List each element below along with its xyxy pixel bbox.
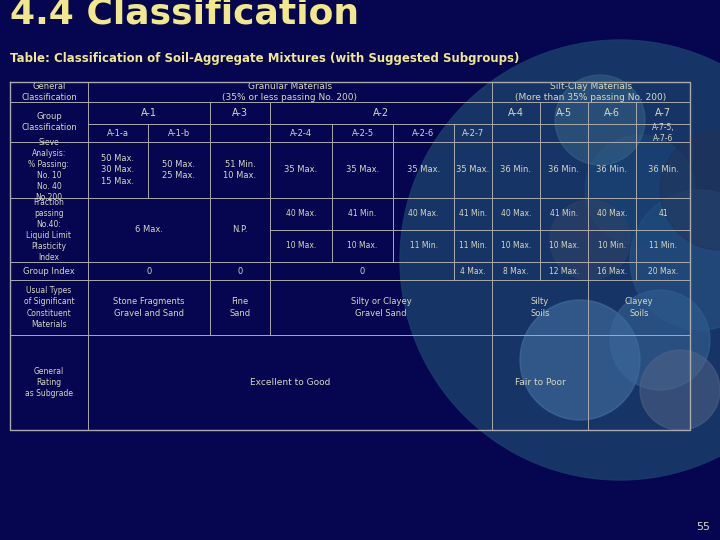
Text: A-1: A-1 <box>141 108 157 118</box>
Text: 11 Min.: 11 Min. <box>459 241 487 251</box>
Text: A-1-b: A-1-b <box>168 129 190 138</box>
Text: 36 Min.: 36 Min. <box>647 165 678 174</box>
Text: A-2: A-2 <box>373 108 389 118</box>
Text: 50 Max.
30 Max.
15 Max.: 50 Max. 30 Max. 15 Max. <box>102 154 135 186</box>
Text: 36 Min.: 36 Min. <box>596 165 628 174</box>
Text: 10 Max.: 10 Max. <box>549 241 579 251</box>
Text: A-7: A-7 <box>655 108 671 118</box>
Text: 11 Min.: 11 Min. <box>649 241 677 251</box>
Text: 6 Max.: 6 Max. <box>135 226 163 234</box>
Text: Silty
Soils: Silty Soils <box>530 298 550 318</box>
Circle shape <box>630 190 720 330</box>
Text: 40 Max.: 40 Max. <box>286 210 316 219</box>
Text: 8 Max.: 8 Max. <box>503 267 528 275</box>
Circle shape <box>585 135 695 245</box>
Text: 36 Min.: 36 Min. <box>549 165 580 174</box>
Text: 41: 41 <box>658 210 668 219</box>
Text: Clayey
Soils: Clayey Soils <box>625 298 653 318</box>
Text: 55: 55 <box>696 522 710 532</box>
Text: Table: Classification of Soil-Aggregate Mixtures (with Suggested Subgroups): Table: Classification of Soil-Aggregate … <box>10 52 519 65</box>
Circle shape <box>610 290 710 390</box>
Text: Group Index: Group Index <box>23 267 75 275</box>
Text: A-4: A-4 <box>508 108 524 118</box>
Text: A-5: A-5 <box>556 108 572 118</box>
Text: A-2-5: A-2-5 <box>351 129 374 138</box>
Text: 41 Min.: 41 Min. <box>459 210 487 219</box>
Text: 10 Max.: 10 Max. <box>286 241 316 251</box>
Text: 10 Max.: 10 Max. <box>501 241 531 251</box>
Text: 20 Max.: 20 Max. <box>648 267 678 275</box>
Text: 40 Max.: 40 Max. <box>408 210 438 219</box>
Text: 41 Min.: 41 Min. <box>348 210 377 219</box>
Text: 50 Max.
25 Max.: 50 Max. 25 Max. <box>163 160 196 180</box>
Circle shape <box>555 75 645 165</box>
Text: 11 Min.: 11 Min. <box>410 241 438 251</box>
Text: 35 Max.: 35 Max. <box>407 165 440 174</box>
Text: 16 Max.: 16 Max. <box>597 267 627 275</box>
Text: 35 Max.: 35 Max. <box>346 165 379 174</box>
Text: A-7-5,
A-7-6: A-7-5, A-7-6 <box>652 123 675 143</box>
Text: A-2-7: A-2-7 <box>462 129 484 138</box>
Text: 4 Max.: 4 Max. <box>460 267 486 275</box>
Text: 51 Min.
10 Max.: 51 Min. 10 Max. <box>223 160 256 180</box>
Text: 35 Max.: 35 Max. <box>284 165 318 174</box>
Text: A-6: A-6 <box>604 108 620 118</box>
Text: 0: 0 <box>238 267 243 275</box>
Text: Silty or Clayey
Gravel Sand: Silty or Clayey Gravel Sand <box>351 298 411 318</box>
Text: 4.4 Classification: 4.4 Classification <box>10 0 359 30</box>
Text: 0: 0 <box>146 267 152 275</box>
Text: 36 Min.: 36 Min. <box>500 165 531 174</box>
Circle shape <box>520 300 640 420</box>
Text: A-3: A-3 <box>232 108 248 118</box>
Text: Fair to Poor: Fair to Poor <box>515 378 565 387</box>
Circle shape <box>550 200 630 280</box>
Circle shape <box>400 40 720 480</box>
Text: A-2-6: A-2-6 <box>413 129 435 138</box>
Text: 41 Min.: 41 Min. <box>550 210 578 219</box>
Text: 12 Max.: 12 Max. <box>549 267 579 275</box>
Text: 35 Max.: 35 Max. <box>456 165 490 174</box>
Circle shape <box>660 130 720 250</box>
Text: General
Rating
as Subgrade: General Rating as Subgrade <box>25 367 73 398</box>
Text: Granular Materials
(35% or less passing No. 200): Granular Materials (35% or less passing … <box>222 82 358 102</box>
Text: Silt-Clay Materials
(More than 35% passing No. 200): Silt-Clay Materials (More than 35% passi… <box>516 82 667 102</box>
Text: 10 Max.: 10 Max. <box>347 241 377 251</box>
Text: A-1-a: A-1-a <box>107 129 129 138</box>
Text: General
Classification: General Classification <box>21 82 77 102</box>
Text: Group
Classification: Group Classification <box>21 112 77 132</box>
Text: Excellent to Good: Excellent to Good <box>250 378 330 387</box>
Text: 0: 0 <box>359 267 364 275</box>
Text: 40 Max.: 40 Max. <box>501 210 531 219</box>
Text: Fine
Sand: Fine Sand <box>230 298 251 318</box>
Text: Stone Fragments
Gravel and Sand: Stone Fragments Gravel and Sand <box>113 298 185 318</box>
Text: Sieve
Analysis:
% Passing:
No. 10
No. 40
No.200: Sieve Analysis: % Passing: No. 10 No. 40… <box>29 138 70 202</box>
Text: 40 Max.: 40 Max. <box>597 210 627 219</box>
Text: Fraction
passing
No.40:
Liquid Limit
Plasticity
Index: Fraction passing No.40: Liquid Limit Pla… <box>27 198 71 262</box>
Text: A-2-4: A-2-4 <box>290 129 312 138</box>
Circle shape <box>640 350 720 430</box>
Text: 10 Min.: 10 Min. <box>598 241 626 251</box>
Text: N.P.: N.P. <box>233 226 248 234</box>
Text: Usual Types
of Significant
Constituent
Materials: Usual Types of Significant Constituent M… <box>24 286 74 329</box>
